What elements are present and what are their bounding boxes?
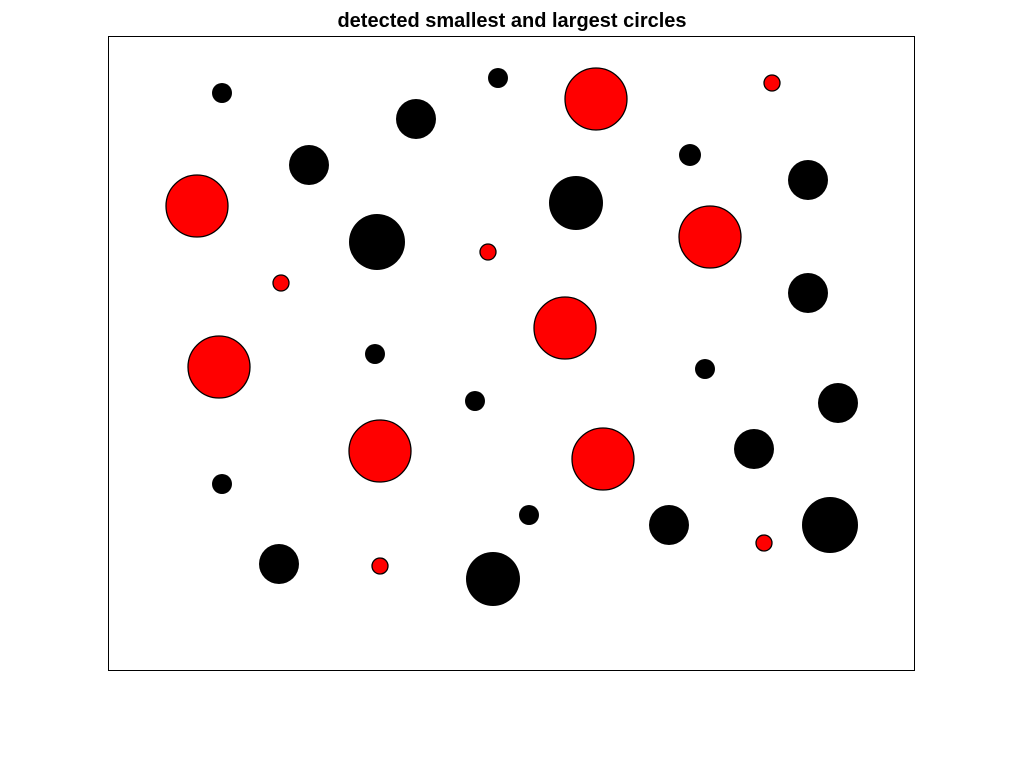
detected-circle-8: [187, 335, 251, 399]
detected-circle-2: [763, 74, 781, 92]
undetected-circles-group: [212, 68, 858, 606]
undetected-circle-17: [649, 505, 689, 545]
detected-circle-4: [678, 205, 742, 269]
detected-circle-7: [533, 296, 597, 360]
undetected-circle-1: [212, 83, 232, 103]
undetected-circle-9: [788, 273, 828, 313]
detected-circle-11: [755, 534, 773, 552]
undetected-circle-13: [818, 383, 858, 423]
undetected-circle-8: [349, 214, 405, 270]
undetected-circle-5: [679, 144, 701, 166]
undetected-circle-11: [695, 359, 715, 379]
chart-title: detected smallest and largest circles: [337, 10, 686, 32]
undetected-circle-2: [488, 68, 508, 88]
undetected-circle-12: [465, 391, 485, 411]
detected-circles-group: [165, 67, 781, 575]
undetected-circle-7: [549, 176, 603, 230]
undetected-circle-6: [788, 160, 828, 200]
undetected-circle-20: [466, 552, 520, 606]
undetected-circle-18: [802, 497, 858, 553]
undetected-circle-16: [519, 505, 539, 525]
detected-circle-9: [348, 419, 412, 483]
undetected-circle-15: [212, 474, 232, 494]
detected-circle-5: [479, 243, 497, 261]
plot-area: [165, 67, 858, 606]
detected-circle-1: [564, 67, 628, 131]
undetected-circle-4: [289, 145, 329, 185]
detected-circle-6: [272, 274, 290, 292]
undetected-circle-10: [365, 344, 385, 364]
detected-circle-3: [165, 174, 229, 238]
undetected-circle-19: [259, 544, 299, 584]
undetected-circle-3: [396, 99, 436, 139]
detected-circle-12: [371, 557, 389, 575]
detected-circle-10: [571, 427, 635, 491]
undetected-circle-14: [734, 429, 774, 469]
